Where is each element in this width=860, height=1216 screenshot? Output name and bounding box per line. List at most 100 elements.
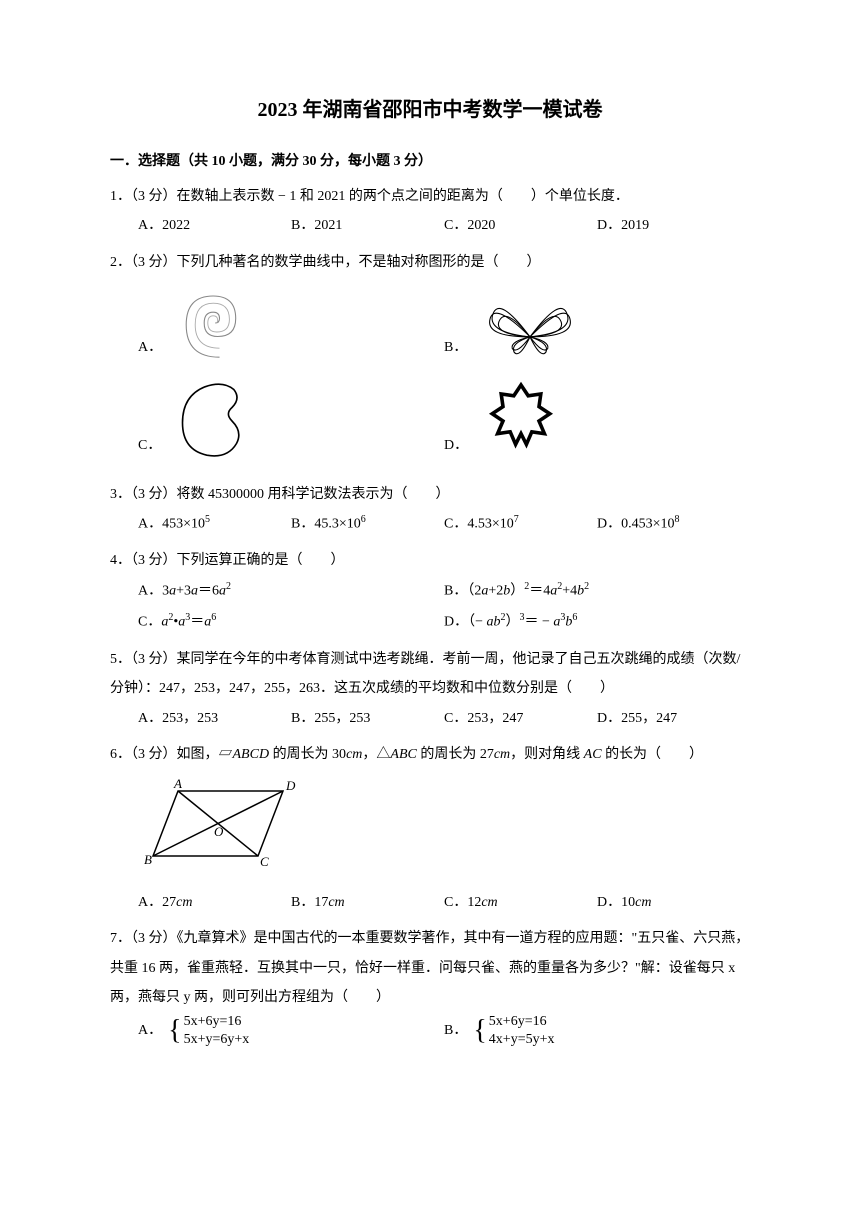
q4-opt-d: D．（− ab2）3＝ − a3b6 [444,607,750,638]
q4-options: A．3a+3a＝6a2 B．（2a+2b）2＝4a2+4b2 C．a2•a3＝a… [110,576,750,639]
q5-options: A．253，253 B．255，253 C．253，247 D．255，247 [110,704,750,735]
q2-text: 2．（3 分）下列几种著名的数学曲线中，不是轴对称图形的是（ ） [110,248,750,277]
q2-opt-b: B． [444,278,750,368]
q3-c-sup: 7 [514,514,519,525]
q4-opt-b: B．（2a+2b）2＝4a2+4b2 [444,576,750,607]
q6-cm2: cm [494,747,510,762]
q6-abc: ABC [390,747,416,762]
q3-c-base: C．4.53×10 [444,517,514,532]
q4-opt-a: A．3a+3a＝6a2 [138,576,444,607]
q2-label-a: A． [138,334,162,368]
q3-opt-b: B．45.3×106 [291,509,444,540]
q2-opt-c: C． [138,376,444,466]
q2-options: A． B． C． D [110,278,750,474]
q3-opt-d: D．0.453×108 [597,509,750,540]
q6-opt-d: D．10cm [597,888,750,919]
q4-opt-c: C．a2•a3＝a6 [138,607,444,638]
q3-options: A．453×105 B．45.3×106 C．4.53×107 D．0.453×… [110,509,750,540]
q7-b-eq2: 4x+y=5y+x [489,1031,555,1049]
fig-label-C: C [260,854,269,869]
q7-a-eq1: 5x+6y=16 [184,1013,250,1031]
q6-ac: AC [584,747,602,762]
butterfly-curve-icon [475,288,585,368]
q6-t4: 的周长为 27 [417,747,494,762]
q6-t1: 6．（3 分）如图，▱ [110,747,233,762]
q6-c-num: C．12 [444,895,481,910]
q6-t6: 的长为（ ） [602,747,704,762]
q6-c-cm: cm [481,895,497,910]
q2-opt-a: A． [138,278,444,368]
q7-text: 7．（3 分）《九章算术》是中国古代的一本重要数学著作，其中有一道方程的应用题：… [110,924,750,1012]
question-4: 4．（3 分）下列运算正确的是（ ） A．3a+3a＝6a2 B．（2a+2b）… [110,546,750,638]
q7-label-b: B． [444,1017,467,1045]
q6-d-num: D．10 [597,895,635,910]
q7-opt-b: B． { 5x+6y=16 4x+y=5y+x [444,1013,750,1049]
q7-options: A． { 5x+6y=16 5x+y=6y+x B． { 5x+6y=16 4x… [110,1013,750,1049]
q6-opt-c: C．12cm [444,888,597,919]
q3-a-base: A．453×10 [138,517,205,532]
q6-t3: ，△ [362,747,390,762]
q3-opt-a: A．453×105 [138,509,291,540]
parallelogram-figure: A D B C O [110,776,750,882]
fig-label-D: D [285,778,296,793]
question-2: 2．（3 分）下列几种著名的数学曲线中，不是轴对称图形的是（ ） A． B． [110,248,750,473]
q2-opt-d: D． [444,376,750,466]
question-7: 7．（3 分）《九章算术》是中国古代的一本重要数学著作，其中有一道方程的应用题：… [110,924,750,1049]
fig-label-A: A [173,776,182,791]
q3-a-sup: 5 [205,514,210,525]
q6-a-cm: cm [176,895,192,910]
q6-abcd: ABCD [233,747,270,762]
spiral-icon [170,278,260,368]
q6-opt-a: A．27cm [138,888,291,919]
q3-b-base: B．45.3×10 [291,517,361,532]
question-5: 5．（3 分）某同学在今年的中考体育测试中选考跳绳．考前一周，他记录了自己五次跳… [110,645,750,735]
q5-opt-a: A．253，253 [138,704,291,735]
q7-label-a: A． [138,1017,162,1045]
q7-b-equation: { 5x+6y=16 4x+y=5y+x [473,1013,554,1049]
q6-b-cm: cm [328,895,344,910]
q7-b-eq1: 5x+6y=16 [489,1013,555,1031]
q1-opt-b: B．2021 [291,211,444,242]
q3-text: 3．（3 分）将数 45300000 用科学记数法表示为（ ） [110,480,750,509]
brace-icon: { [473,1017,486,1045]
q1-opt-a: A．2022 [138,211,291,242]
q5-opt-d: D．255，247 [597,704,750,735]
q6-t2: 的周长为 30 [269,747,346,762]
q2-label-b: B． [444,334,467,368]
q3-b-sup: 6 [361,514,366,525]
question-6: 6．（3 分）如图，▱ABCD 的周长为 30cm，△ABC 的周长为 27cm… [110,740,750,918]
q7-a-eq2: 5x+y=6y+x [184,1031,250,1049]
q4-text: 4．（3 分）下列运算正确的是（ ） [110,546,750,575]
q3-opt-c: C．4.53×107 [444,509,597,540]
q6-b-num: B．17 [291,895,328,910]
q6-a-num: A．27 [138,895,176,910]
fig-label-B: B [144,852,152,867]
q7-a-equation: { 5x+6y=16 5x+y=6y+x [168,1013,249,1049]
page-title: 2023 年湖南省邵阳市中考数学一模试卷 [110,90,750,130]
q1-opt-c: C．2020 [444,211,597,242]
q6-d-cm: cm [635,895,651,910]
q5-text: 5．（3 分）某同学在今年的中考体育测试中选考跳绳．考前一周，他记录了自己五次跳… [110,645,750,704]
cardioid-icon [169,376,259,466]
q3-d-base: D．0.453×10 [597,517,675,532]
koch-snowflake-icon [476,376,566,466]
q1-options: A．2022 B．2021 C．2020 D．2019 [110,211,750,242]
q6-cm1: cm [346,747,362,762]
q6-options: A．27cm B．17cm C．12cm D．10cm [110,888,750,919]
q6-t5: ，则对角线 [510,747,584,762]
q7-opt-a: A． { 5x+6y=16 5x+y=6y+x [138,1013,444,1049]
q2-label-d: D． [444,432,468,466]
fig-label-O: O [214,824,224,839]
q1-opt-d: D．2019 [597,211,750,242]
q5-opt-b: B．255，253 [291,704,444,735]
q3-d-sup: 8 [675,514,680,525]
q5-opt-c: C．253，247 [444,704,597,735]
section-header: 一．选择题（共 10 小题，满分 30 分，每小题 3 分） [110,148,750,176]
question-1: 1．（3 分）在数轴上表示数 − 1 和 2021 的两个点之间的距离为（ ）个… [110,182,750,242]
q6-text: 6．（3 分）如图，▱ABCD 的周长为 30cm，△ABC 的周长为 27cm… [110,740,750,769]
question-3: 3．（3 分）将数 45300000 用科学记数法表示为（ ） A．453×10… [110,480,750,541]
q1-text: 1．（3 分）在数轴上表示数 − 1 和 2021 的两个点之间的距离为（ ）个… [110,182,750,211]
brace-icon: { [168,1017,181,1045]
q6-opt-b: B．17cm [291,888,444,919]
q2-label-c: C． [138,432,161,466]
